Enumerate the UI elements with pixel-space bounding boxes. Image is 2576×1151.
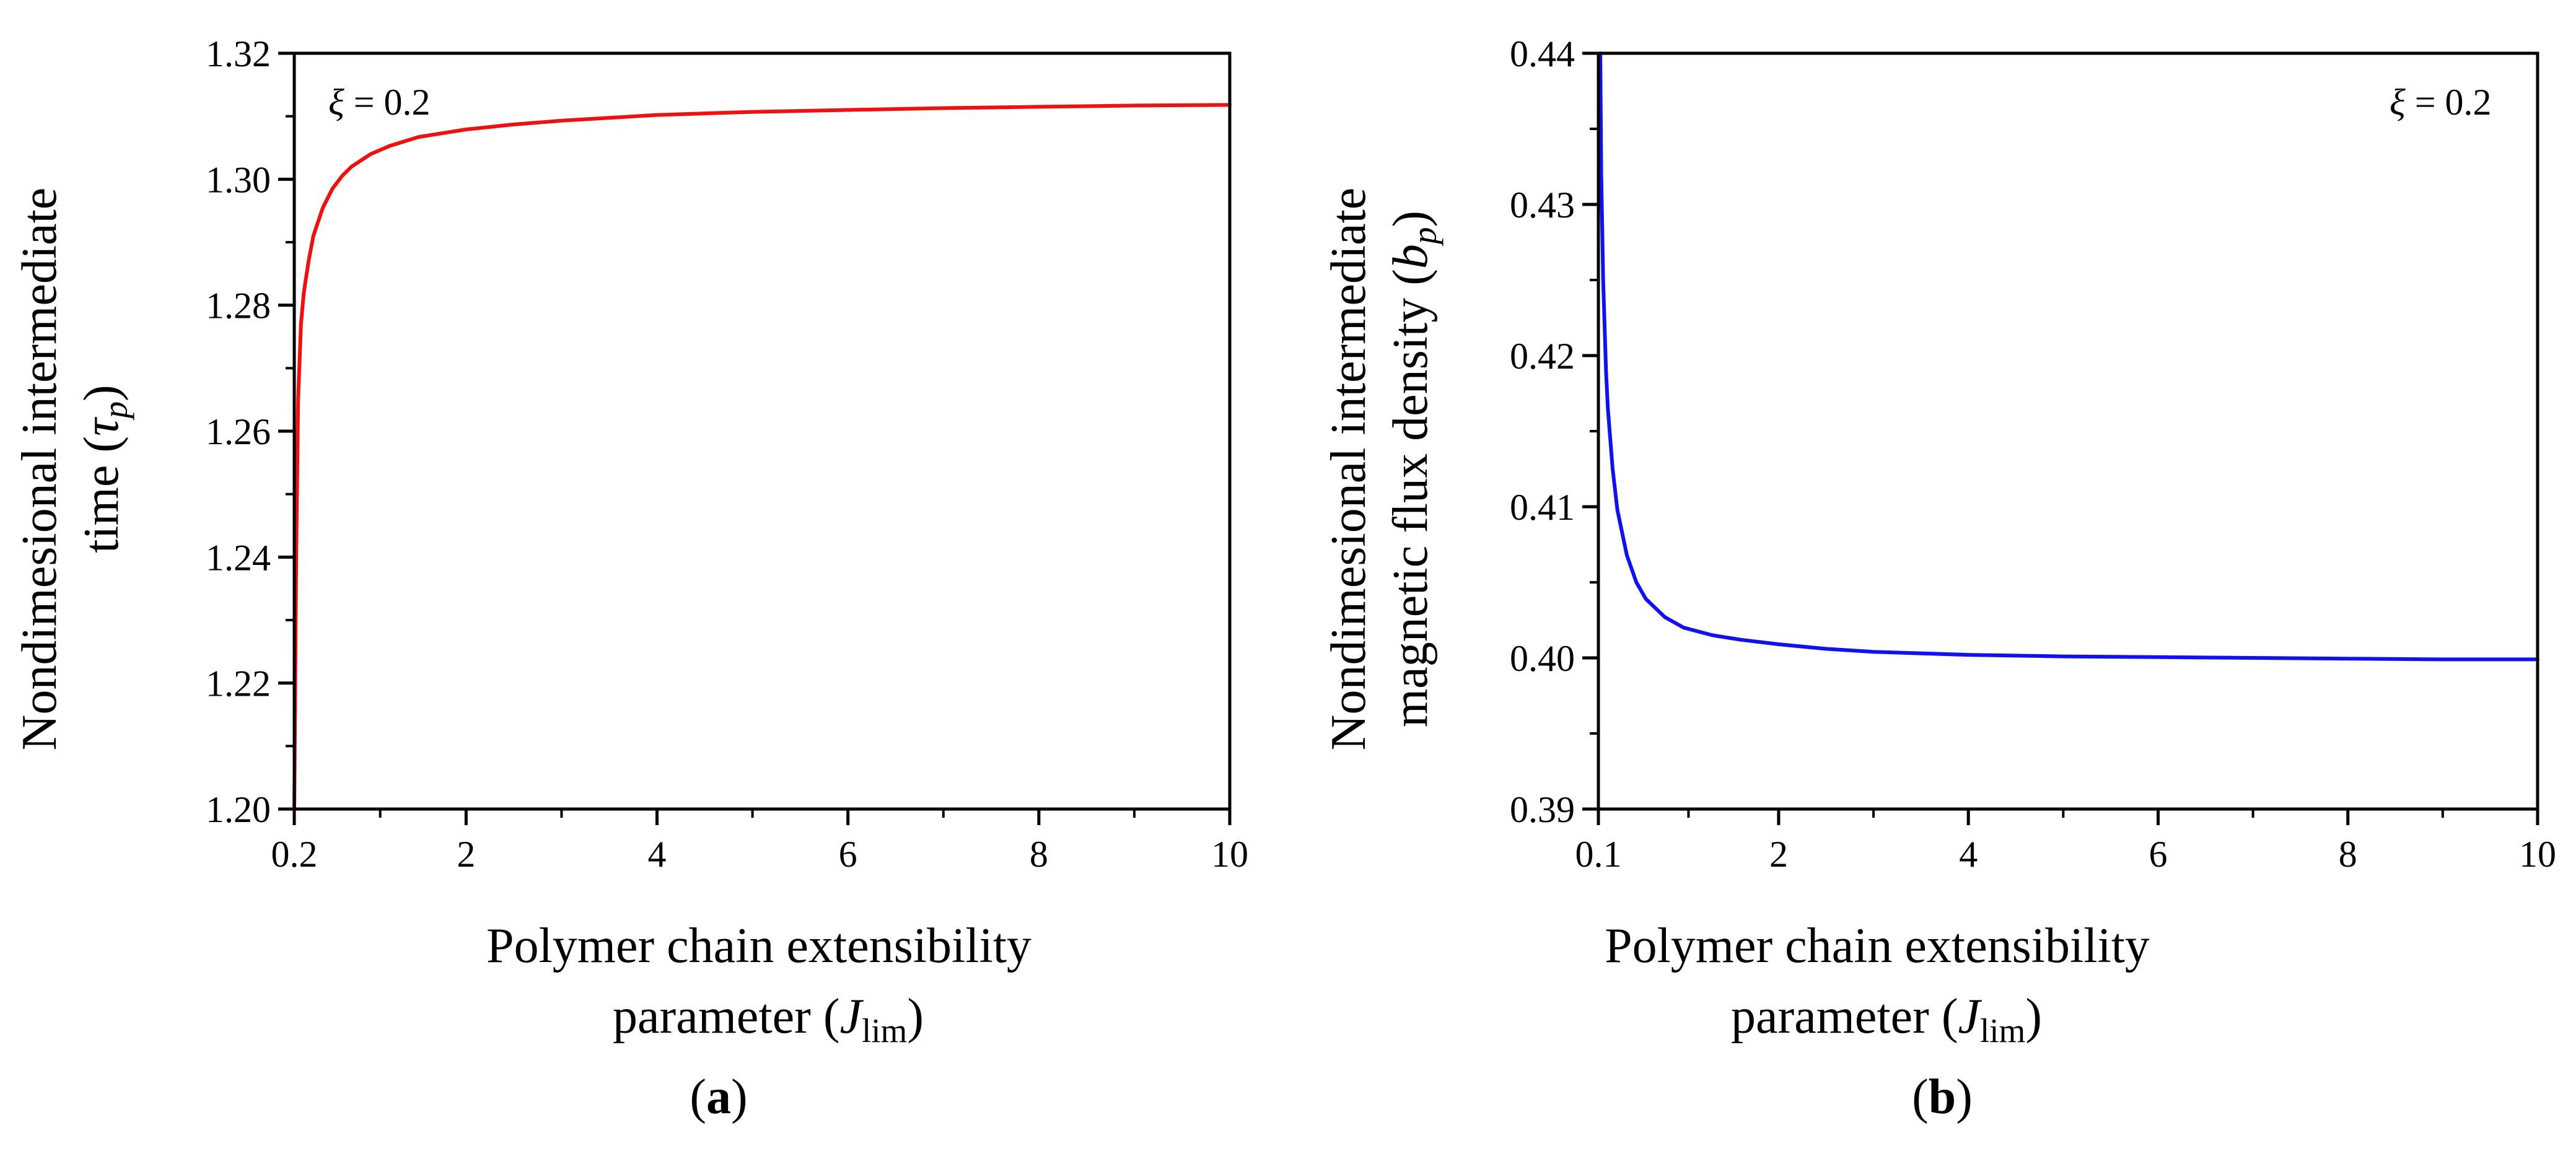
y-tick-label: 0.39 [1510,789,1575,830]
panel-b-xlabel-subscript: lim [1980,1012,2025,1049]
panel-b-ylabel-subscript: p [1406,227,1444,247]
panel-a-ylabel-close: ) [74,385,129,401]
panel-a-chart: 0.2 2 4 6 8 10 1.20 1.22 1.24 1.26 1.28 1.30 1.32 ξ … [12,33,1248,1124]
x-tick-label: 2 [1769,834,1788,875]
panel-b-annotation-symbol: ξ [2390,82,2406,123]
panel-a-label-letter: a [706,1070,731,1124]
panel-a-x-axis-title: Polymer chain extensibility parameter (J… [486,919,1032,1049]
y-tick-label: 0.40 [1510,638,1575,679]
panel-b-label-letter: b [1929,1070,1956,1124]
panel-a-xlabel-close: ) [907,989,924,1044]
panel-a-ticks [278,51,1232,825]
panel-a-xlabel-line2: parameter (Jlim) [613,989,924,1049]
panel-b-xlabel-text: parameter ( [1731,989,1958,1044]
panel-b-ticks [1582,51,2539,825]
y-tick-label: 0.44 [1510,33,1575,74]
panel-b-ylabel-close: ) [1383,211,1438,227]
panel-b-ylabel-line2: magnetic flux density (bp) [1383,211,1444,727]
panel-a-xlabel-symbol: J [839,989,864,1044]
x-tick-label: 6 [839,834,857,875]
x-tick-label: 4 [648,834,667,875]
x-tick-label: 0.2 [271,834,318,875]
panel-a-tick-labels: 0.2 2 4 6 8 10 1.20 1.22 1.24 1.26 1.28 1.30 1.32 [206,33,1248,875]
y-tick-label: 0.42 [1510,336,1575,377]
panel-a-annotation-value: = 0.2 [344,82,431,123]
x-tick-label: 10 [1211,834,1248,875]
x-tick-label: 8 [2339,834,2357,875]
y-tick-label: 1.26 [206,411,271,452]
x-tick-label: 8 [1030,834,1048,875]
x-tick-label: 0.1 [1575,834,1622,875]
panel-b-xlabel-symbol: J [1958,989,1982,1044]
y-tick-label: 1.24 [206,537,271,578]
panel-a-ylabel-text: time ( [74,436,129,553]
panel-a-plot-frame [292,51,1232,811]
panel-a-xlabel-line1: Polymer chain extensibility [486,919,1032,973]
x-tick-label: 10 [2519,834,2556,875]
panel-b-label: (b) [1912,1070,1973,1124]
panel-a-ylabel-line1: Nondimesional intermediate [12,188,67,751]
panel-a-ylabel-symbol: τ [74,416,129,436]
panel-b-chart: 0.1 2 4 6 8 10 0.39 0.40 0.41 0.42 0.43 0.44 ξ = 0.… [1321,33,2556,1124]
panel-a-xlabel-subscript: lim [862,1012,907,1049]
panel-b-xlabel-line2: parameter (Jlim) [1731,989,2042,1049]
panel-b-annotation: ξ = 0.2 [2390,82,2492,123]
y-tick-label: 0.41 [1510,487,1575,528]
panel-b-tick-labels: 0.1 2 4 6 8 10 0.39 0.40 0.41 0.42 0.43 0.44 [1510,33,2556,875]
y-tick-label: 1.20 [206,789,271,830]
panel-a-series-line [292,103,1232,811]
panel-b-ylabel-line1: Nondimesional intermediate [1321,188,1376,751]
panel-a-xlabel-text: parameter ( [613,989,839,1044]
panel-a-y-axis-title: Nondimesional intermediate time (τp) [12,188,134,751]
y-tick-label: 1.22 [206,663,271,704]
panel-b-x-axis-title: Polymer chain extensibility parameter (J… [1605,919,2150,1049]
panel-b-y-axis-title: Nondimesional intermediate magnetic flux… [1321,188,1444,751]
x-tick-label: 2 [457,834,475,875]
panel-b-xlabel-close: ) [2025,989,2042,1044]
y-tick-label: 0.43 [1510,185,1575,225]
x-tick-label: 6 [2149,834,2167,875]
panel-b-annotation-value: = 0.2 [2406,82,2492,123]
panel-b-ylabel-symbol: b [1383,244,1438,269]
panel-b-xlabel-line1: Polymer chain extensibility [1605,919,2150,973]
panel-b-ylabel-text: magnetic flux density ( [1383,269,1438,727]
panel-a-label: (a) [690,1070,747,1124]
panel-a-annotation-symbol: ξ [328,82,344,123]
x-tick-label: 4 [1959,834,1978,875]
panel-a-ylabel-subscript: p [97,401,134,421]
y-tick-label: 1.32 [206,33,271,74]
panel-b-plot-frame [1597,51,2539,811]
panel-b-series-line [1598,51,2539,662]
y-tick-label: 1.28 [206,286,271,326]
panel-a-ylabel-line2: time (τp) [74,385,134,553]
panel-a-annotation: ξ = 0.2 [328,82,431,123]
y-tick-label: 1.30 [206,159,271,200]
